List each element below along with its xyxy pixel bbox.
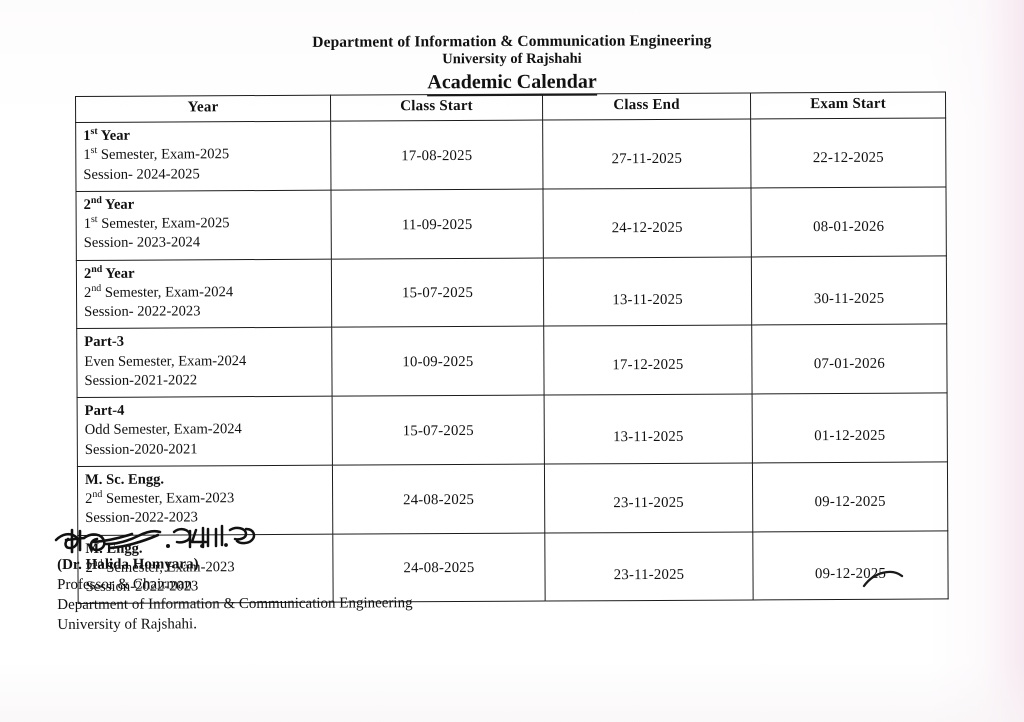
column-header-class-end: Class End — [542, 92, 751, 121]
signatory-department: Department of Information & Communicatio… — [57, 595, 413, 613]
column-header-class-start: Class Start — [330, 94, 543, 122]
signatory-name: (Dr. Halida Homyara) — [57, 556, 199, 573]
year-line-2: 1st Semester, Exam-2025 — [83, 214, 230, 232]
table-row: 1st Year 1st Semester, Exam-2025 Session- … — [75, 117, 946, 192]
cell-exam-start: 08-01-2026 — [750, 186, 947, 257]
year-line-3: Session- 2022-2023 — [84, 303, 201, 320]
year-line-2: 2nd Semester, Exam-2023 — [85, 489, 235, 507]
year-line-1: M. Sc. Engg. — [84, 471, 165, 488]
year-line-3: Session- 2023-2024 — [83, 234, 201, 252]
cell-exam-start: 30-11-2025 — [751, 255, 947, 326]
cell-class-start: 10-09-2025 — [331, 326, 545, 397]
table-row: Part-3 Even Semester, Exam-2024 Session-20… — [76, 324, 948, 398]
cell-exam-start: 09-12-2025 — [752, 461, 948, 532]
column-header-year: Year — [75, 95, 331, 123]
cell-class-end: 23-11-2025 — [544, 462, 753, 533]
cell-year: 2nd Year 2nd Semester, Exam-2024 Session- … — [76, 258, 332, 329]
column-header-exam-start: Exam Start — [750, 91, 946, 119]
year-line-1: 2nd Year — [83, 194, 135, 213]
cell-class-start: 11-09-2025 — [330, 188, 544, 259]
signatory-designation: Professor & Chairman — [57, 576, 193, 593]
signature-block: (Dr. Halida Homyara) Professor & Chairma… — [57, 554, 413, 636]
scan-bottom-shadow — [0, 662, 1024, 722]
year-line-3: Session-2020-2021 — [84, 440, 198, 458]
cell-class-end: 23-11-2025 — [544, 531, 754, 602]
year-line-3: Session-2021-2022 — [84, 372, 198, 389]
handwritten-signature — [50, 518, 260, 564]
cell-class-end: 27-11-2025 — [542, 118, 751, 189]
cell-class-end: 13-11-2025 — [544, 393, 753, 464]
cell-year: 1st Year 1st Semester, Exam-2025 Session- … — [75, 121, 331, 192]
cell-class-start: 15-07-2025 — [332, 395, 545, 465]
cell-class-start: 24-08-2025 — [332, 463, 545, 534]
year-line-2: 1st Semester, Exam-2025 — [83, 145, 230, 164]
year-line-1: 2nd Year — [83, 263, 135, 282]
cell-year: 2nd Year 1st Semester, Exam-2025 Session- … — [75, 189, 332, 260]
cell-exam-start: 09-12-2025 — [752, 530, 949, 601]
stray-pen-mark — [858, 562, 918, 592]
year-line-3: Session- 2024-2025 — [83, 165, 200, 183]
cell-year: Part-3 Even Semester, Exam-2024 Session-20… — [76, 327, 333, 398]
year-line-1: Part-4 — [84, 402, 125, 419]
cell-exam-start: 01-12-2025 — [752, 392, 948, 463]
cell-exam-start: 22-12-2025 — [750, 117, 946, 188]
cell-class-start: 17-08-2025 — [330, 120, 543, 190]
signatory-university: University of Rajshahi. — [57, 616, 197, 633]
cell-class-start: 15-07-2025 — [331, 257, 544, 328]
cell-year: Part-4 Odd Semester, Exam-2024 Session-202… — [77, 396, 333, 467]
year-line-2: 2nd Semester, Exam-2024 — [83, 282, 234, 301]
table-row: 2nd Year 2nd Semester, Exam-2024 Session- … — [76, 255, 947, 329]
year-line-1: 1st Year — [83, 126, 130, 144]
cell-class-end: 17-12-2025 — [543, 325, 753, 396]
table-row: 2nd Year 1st Semester, Exam-2025 Session- … — [75, 186, 947, 260]
year-line-1: Part-3 — [84, 333, 125, 351]
document-header: Department of Information & Communicatio… — [0, 31, 1024, 98]
year-line-2: Odd Semester, Exam-2024 — [84, 421, 242, 439]
cell-exam-start: 07-01-2026 — [751, 324, 948, 394]
cell-class-end: 24-12-2025 — [542, 187, 752, 258]
cell-class-end: 13-11-2025 — [543, 256, 752, 327]
page-title: Academic Calendar — [427, 70, 597, 97]
table-row: Part-4 Odd Semester, Exam-2024 Session-202… — [77, 392, 948, 467]
year-line-2: Even Semester, Exam-2024 — [84, 352, 247, 370]
